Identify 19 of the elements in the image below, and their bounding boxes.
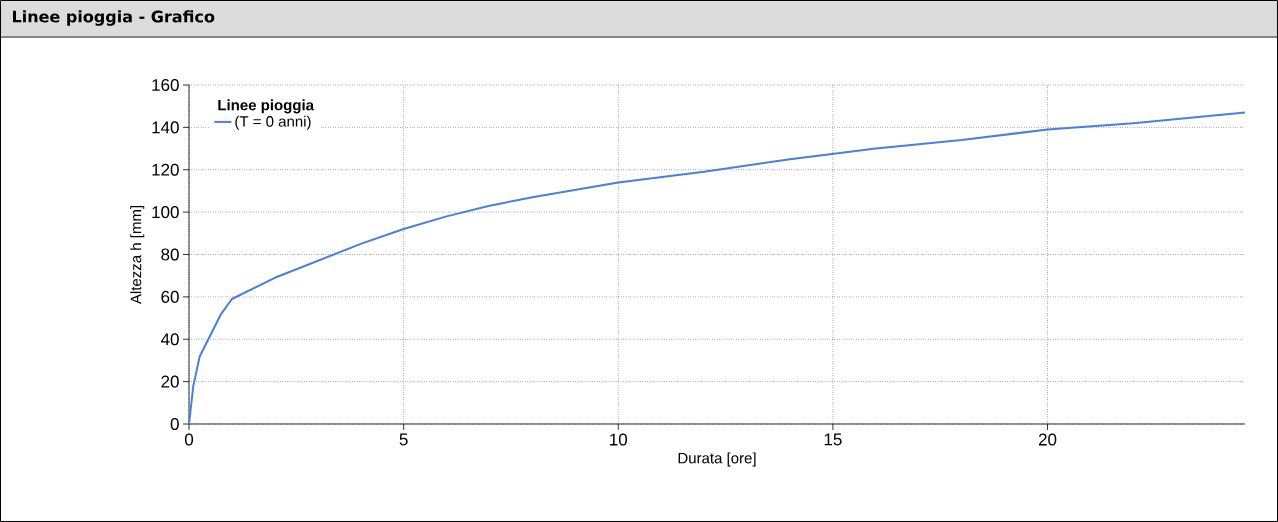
chart-title: Linee pioggia - Grafico xyxy=(13,10,215,26)
x-tick-label: 10 xyxy=(610,433,628,446)
y-tick-label: 120 xyxy=(152,163,179,176)
legend-title: Linee pioggia xyxy=(218,99,315,114)
x-tick-label: 20 xyxy=(1038,433,1057,446)
x-tick-label: 0 xyxy=(184,433,194,446)
y-tick-label: 140 xyxy=(152,121,179,134)
legend-label: (T = 0 anni) xyxy=(235,115,311,130)
y-tick-label: 0 xyxy=(170,417,179,431)
y-tick-label: 100 xyxy=(152,206,179,219)
y-tick-label: 20 xyxy=(161,375,179,388)
x-tick-label: 15 xyxy=(824,433,842,446)
y-tick-label: 40 xyxy=(160,333,179,346)
y-tick-label: 60 xyxy=(161,290,179,303)
x-tick-label: 5 xyxy=(399,433,408,446)
x-axis-title: Durata [ore] xyxy=(678,452,756,467)
y-tick-label: 160 xyxy=(152,78,179,92)
y-axis-title: Altezza h [mm] xyxy=(130,205,145,305)
y-tick-label: 80 xyxy=(161,248,179,261)
